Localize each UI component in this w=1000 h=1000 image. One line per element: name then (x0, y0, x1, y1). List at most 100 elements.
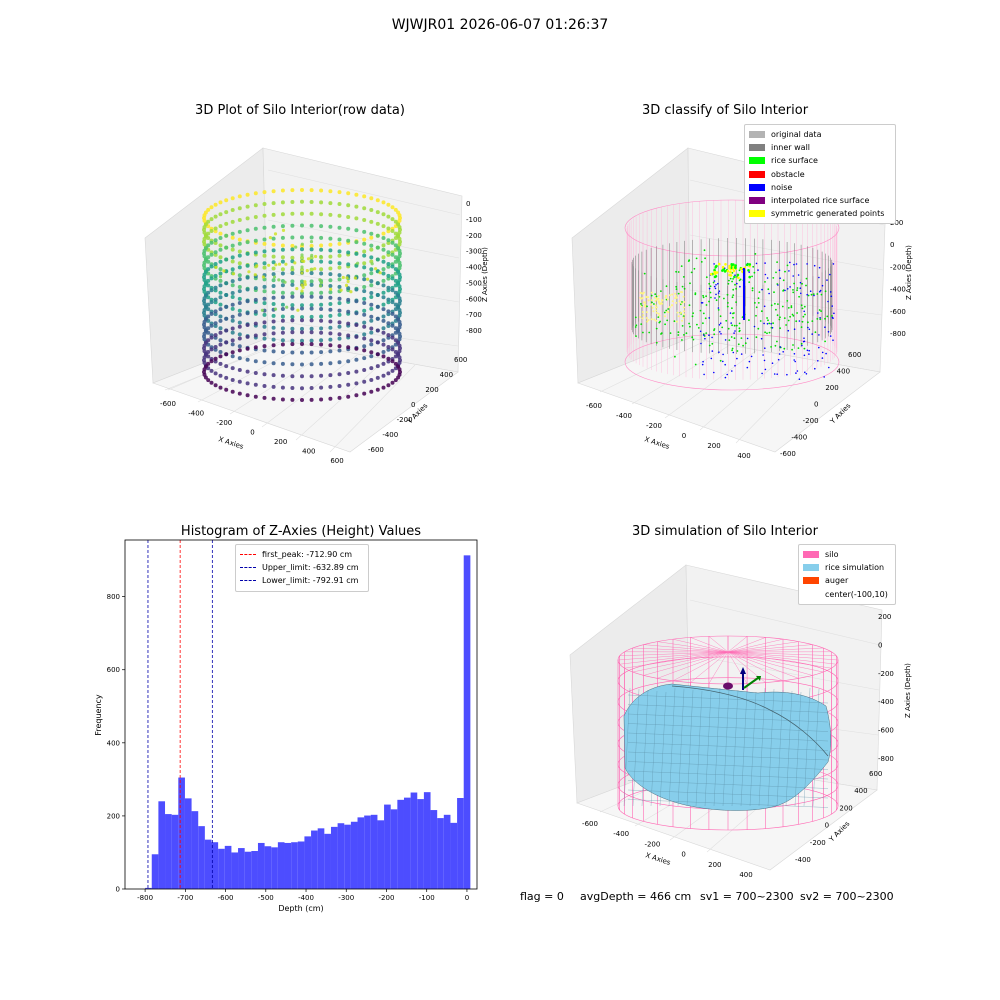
simulation-legend-label: auger (825, 576, 849, 586)
classify-plot-title: 3D classify of Silo Interior (641, 103, 809, 118)
classify-legend-item: rice surface (749, 154, 891, 167)
histogram-bar (218, 848, 225, 889)
classify-legend-label: symmetric generated points (771, 209, 885, 219)
histogram-frame (124, 539, 478, 890)
classify-y-tick: 400 (837, 368, 850, 376)
histogram-y-tick: 0 (116, 886, 120, 894)
raw-z-tick: -500 (466, 279, 482, 287)
histogram-bar (390, 809, 398, 889)
simulation-legend-item: silo (803, 548, 891, 561)
histogram-y-ticks: 0 200 400 600 800 (107, 593, 125, 894)
histogram-bar (284, 842, 292, 889)
simulation-z-tick: 200 (878, 613, 891, 621)
raw-y-tick: 200 (425, 386, 438, 394)
raw-x-ticks: -600 -400 -200 0 200 400 600 (160, 400, 344, 465)
histogram-bar (165, 814, 172, 889)
classify-z-tick: -600 (890, 308, 906, 316)
histogram-legend-label: Lower_limit: -792.91 cm (262, 576, 359, 586)
raw-plot-title: 3D Plot of Silo Interior(row data) (195, 103, 405, 118)
classify-z-label: Z Axies (Depth) (905, 245, 913, 300)
histogram-bar (457, 798, 464, 889)
simulation-z-tick: -200 (878, 670, 894, 678)
classify-legend-swatch (749, 170, 765, 178)
histogram-x-label: Depth (cm) (278, 904, 323, 913)
histogram-x-tick: -200 (379, 894, 395, 902)
histogram-bar (337, 823, 345, 889)
footer-sv1: sv1 = 700~2300 (700, 890, 794, 903)
classify-y-tick: 200 (825, 384, 838, 392)
histogram-x-tick: -100 (419, 894, 435, 902)
classify-legend-item: symmetric generated points (749, 207, 891, 220)
classify-y-tick: 0 (814, 401, 818, 409)
histogram-bar (198, 826, 205, 889)
simulation-legend: silo rice simulation auger center(-100,10) (798, 544, 896, 605)
classify-y-tick: -200 (803, 417, 819, 425)
histogram-bar (184, 798, 192, 889)
classify-x-tick: 200 (707, 442, 720, 450)
classify-y-tick: -600 (780, 450, 796, 458)
histogram-bar (304, 836, 312, 889)
raw-z-label: Z Axies (Depth) (481, 247, 489, 302)
histogram-y-tick: 600 (107, 666, 120, 674)
histogram-x-tick: 0 (465, 894, 469, 902)
histogram-bar (271, 847, 278, 889)
histogram-bar (158, 801, 166, 889)
histogram-bar (377, 820, 385, 889)
raw-y-tick: -600 (368, 446, 384, 454)
raw-x-tick: -400 (188, 410, 204, 418)
histogram-legend-item: Lower_limit: -792.91 cm (240, 574, 364, 587)
classify-legend-item: inner wall (749, 141, 891, 154)
simulation-x-ticks: -600 -400 -200 0 200 400 (582, 820, 753, 879)
classify-legend-item: obstacle (749, 168, 891, 181)
histogram-y-tick: 200 (107, 812, 120, 820)
histogram-bar (403, 797, 411, 889)
simulation-x-tick: 0 (681, 851, 685, 859)
classify-legend-swatch (749, 197, 765, 205)
raw-z-tick: -300 (466, 248, 482, 256)
simulation-z-ticks: 200 0 -200 -400 -600 -800 (878, 613, 894, 763)
classify-z-tick: -400 (890, 286, 906, 294)
histogram-bar (178, 777, 185, 889)
classify-z-tick: -800 (890, 330, 906, 338)
histogram-legend-item: first_peak: -712.90 cm (240, 548, 364, 561)
simulation-legend-item: auger (803, 574, 891, 587)
raw-z-tick: -400 (466, 264, 482, 272)
simulation-auger (723, 667, 761, 690)
histogram-y-tick: 800 (107, 593, 120, 601)
histogram-bar (291, 842, 298, 889)
histogram-legend-item: Upper_limit: -632.89 cm (240, 561, 364, 574)
histogram-x-tick: -500 (258, 894, 274, 902)
simulation-legend-swatch (803, 591, 819, 598)
simulation-y-ticks: -400 -200 0 200 400 600 (795, 770, 882, 864)
classify-legend-item: noise (749, 181, 891, 194)
histogram-bar (191, 811, 199, 889)
histogram-x-tick: -800 (137, 894, 153, 902)
histogram-bar (224, 845, 232, 889)
classify-z-tick: -200 (890, 263, 906, 271)
histogram-bar (450, 822, 458, 889)
classify-z-ticks: 200 0 -200 -400 -600 -800 (890, 219, 906, 338)
simulation-x-tick: -600 (582, 820, 598, 828)
classify-legend-swatch (749, 183, 765, 191)
histogram-bar (244, 851, 252, 889)
classify-point-cloud (624, 199, 840, 391)
figure-suptitle: WJWJR01 2026-06-07 01:26:37 (391, 17, 609, 33)
simulation-legend-item: rice simulation (803, 561, 891, 574)
classify-legend-label: original data (771, 130, 822, 140)
histogram-bar (257, 842, 265, 889)
raw-z-tick: -700 (466, 311, 482, 319)
classify-legend-item: interpolated rice surface (749, 194, 891, 207)
raw-x-tick: 600 (330, 457, 343, 465)
histogram-bar (410, 792, 418, 889)
histogram-x-tick: -600 (218, 894, 234, 902)
classify-x-tick: -400 (616, 412, 632, 420)
histogram-bar (344, 824, 351, 889)
simulation-y-tick: 200 (839, 804, 852, 812)
classify-x-tick: 400 (737, 452, 750, 460)
raw-z-tick: -600 (466, 295, 482, 303)
classify-y-tick: 600 (848, 351, 861, 359)
histogram-bar (238, 848, 245, 889)
classify-x-tick: -200 (646, 422, 662, 430)
simulation-y-tick: -400 (795, 856, 811, 864)
